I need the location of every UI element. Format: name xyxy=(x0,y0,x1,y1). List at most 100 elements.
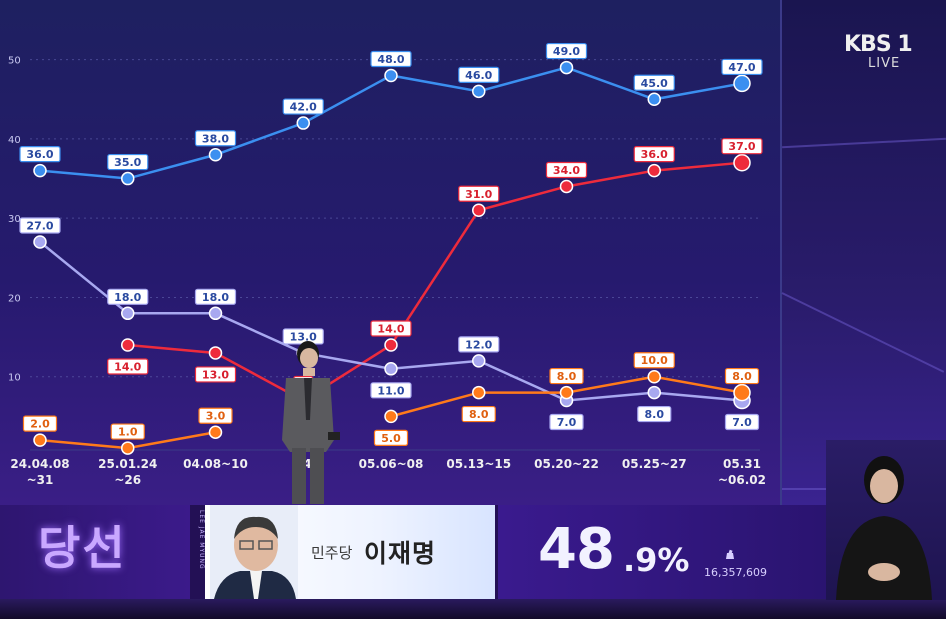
x-tick-label: 25.01.24 xyxy=(98,457,157,471)
data-point xyxy=(559,179,574,194)
data-point xyxy=(733,74,751,93)
ballot-icon xyxy=(726,549,734,559)
data-label: 2.0 xyxy=(30,418,50,431)
broadcaster-logo: KBS 1 xyxy=(844,32,913,57)
data-point xyxy=(33,235,47,249)
vote-percent-integer: 48 xyxy=(538,517,615,582)
data-point xyxy=(559,385,574,400)
live-indicator: LIVE xyxy=(868,56,901,71)
y-tick-label: 50 xyxy=(8,56,21,67)
data-point xyxy=(472,354,486,368)
data-label: 46.0 xyxy=(465,69,492,82)
y-tick-label: 40 xyxy=(8,135,21,146)
data-label: 8.0 xyxy=(645,408,665,421)
y-tick-label: 20 xyxy=(8,293,21,304)
data-label-box xyxy=(545,161,588,179)
data-label-box xyxy=(633,352,675,369)
data-point xyxy=(647,163,661,178)
data-label-box xyxy=(194,288,237,305)
data-label-box xyxy=(549,413,584,431)
data-label-box xyxy=(110,423,145,440)
winner-status: 당선 xyxy=(38,521,127,575)
data-label: 36.0 xyxy=(26,148,53,161)
data-label: 49.0 xyxy=(553,45,580,58)
x-tick-label: ~06.02 xyxy=(718,473,766,487)
data-label-box xyxy=(637,405,672,423)
data-label: 45.0 xyxy=(641,77,668,90)
data-label-box xyxy=(633,146,675,163)
data-point xyxy=(647,385,661,400)
data-label: 18.0 xyxy=(114,291,141,304)
data-label: 7.0 xyxy=(732,416,752,429)
data-label: 35.0 xyxy=(114,156,141,169)
vote-share-panel xyxy=(498,505,828,599)
data-point xyxy=(121,338,135,352)
data-label: 1.0 xyxy=(118,426,138,439)
data-label-box xyxy=(461,405,496,423)
data-label: 7.0 xyxy=(557,416,577,429)
data-point xyxy=(296,116,310,130)
data-point xyxy=(208,148,223,162)
data-point xyxy=(121,171,135,186)
data-label-box xyxy=(458,336,500,353)
data-label-box xyxy=(22,415,58,432)
data-label: 8.0 xyxy=(557,370,577,383)
poll-chart: 10 20 30 40 50 24.04.08 ~31 25.01.24 ~26 04.08~10… xyxy=(8,42,766,487)
data-label: 5.0 xyxy=(381,432,401,445)
x-tick-label: 05.20~22 xyxy=(534,457,599,471)
studio-floor xyxy=(0,599,946,619)
data-label-box xyxy=(370,382,412,399)
data-label: 11.0 xyxy=(377,384,404,397)
data-label-box xyxy=(545,42,588,60)
data-label: 8.0 xyxy=(732,370,752,383)
data-label-box xyxy=(194,366,237,383)
data-label-box xyxy=(370,50,412,68)
data-label: 38.0 xyxy=(202,132,229,145)
x-tick-label: 05.06~08 xyxy=(359,457,424,471)
data-point xyxy=(733,383,751,402)
series-line xyxy=(127,161,743,402)
data-label-box xyxy=(724,367,760,385)
data-label-box xyxy=(721,58,763,76)
data-point xyxy=(121,306,135,321)
data-point xyxy=(647,92,661,107)
data-label-box xyxy=(721,138,763,155)
data-label: 31.0 xyxy=(465,188,492,201)
data-label-box xyxy=(724,413,760,431)
data-point xyxy=(208,306,223,321)
candidate-photo xyxy=(210,505,298,599)
data-label: 8.0 xyxy=(469,408,489,421)
data-label: 10.0 xyxy=(641,354,668,367)
data-label-box xyxy=(282,98,324,115)
data-label: 37.0 xyxy=(728,140,755,153)
data-label: 13.0 xyxy=(290,330,317,343)
data-label: 14.0 xyxy=(377,323,404,336)
party-label: 민주당 xyxy=(311,544,353,562)
data-label-box xyxy=(458,185,500,202)
y-tick-label: 10 xyxy=(8,373,21,384)
y-tick-label: 30 xyxy=(8,214,21,225)
x-tick-label: 05.25~27 xyxy=(622,457,687,471)
x-tick-label: 04.08~10 xyxy=(183,457,248,471)
chart-screen: 10 20 30 40 50 24.04.08 ~31 25.01.24 ~26 04.08~10… xyxy=(0,0,782,505)
data-label-box xyxy=(549,367,584,385)
data-point xyxy=(559,60,574,75)
data-point xyxy=(472,84,486,99)
data-label-box xyxy=(194,130,237,147)
data-point xyxy=(121,441,135,455)
x-tick-label: 24.04.08 xyxy=(10,457,69,471)
data-point xyxy=(472,385,486,400)
data-point xyxy=(384,409,398,424)
studio-wall xyxy=(781,0,946,505)
data-label-box xyxy=(19,217,61,234)
x-tick-label: ~31 xyxy=(27,473,54,487)
data-label-box xyxy=(198,407,233,424)
data-label-box xyxy=(633,74,675,91)
x-tick-label: ~26 xyxy=(114,473,141,487)
data-label-box xyxy=(458,66,500,83)
x-tick-label: 05.31 xyxy=(723,457,761,471)
interpreter-figure xyxy=(836,456,932,600)
data-label: 13.0 xyxy=(202,368,229,381)
data-label-box xyxy=(107,288,149,305)
data-point xyxy=(647,369,661,384)
